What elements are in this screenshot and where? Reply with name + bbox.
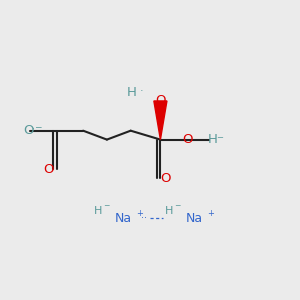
Text: −: −	[175, 201, 181, 210]
Text: +: +	[136, 208, 143, 217]
Text: +: +	[208, 208, 214, 217]
Text: H: H	[208, 133, 218, 146]
Text: O: O	[43, 163, 53, 176]
Text: Na: Na	[186, 212, 203, 225]
Text: H: H	[94, 206, 102, 216]
Text: −: −	[216, 133, 223, 142]
Text: −: −	[34, 122, 41, 131]
Text: −: −	[103, 201, 110, 210]
Text: O: O	[23, 124, 33, 137]
Text: O: O	[182, 133, 192, 146]
Text: Na: Na	[115, 212, 132, 225]
Text: O: O	[155, 94, 166, 107]
Text: ·: ·	[32, 124, 35, 134]
Text: ·: ·	[140, 86, 143, 96]
Text: H: H	[127, 85, 137, 98]
Text: O: O	[160, 172, 171, 185]
Text: H: H	[165, 206, 173, 216]
Polygon shape	[154, 101, 167, 140]
Text: ··: ··	[141, 213, 147, 223]
